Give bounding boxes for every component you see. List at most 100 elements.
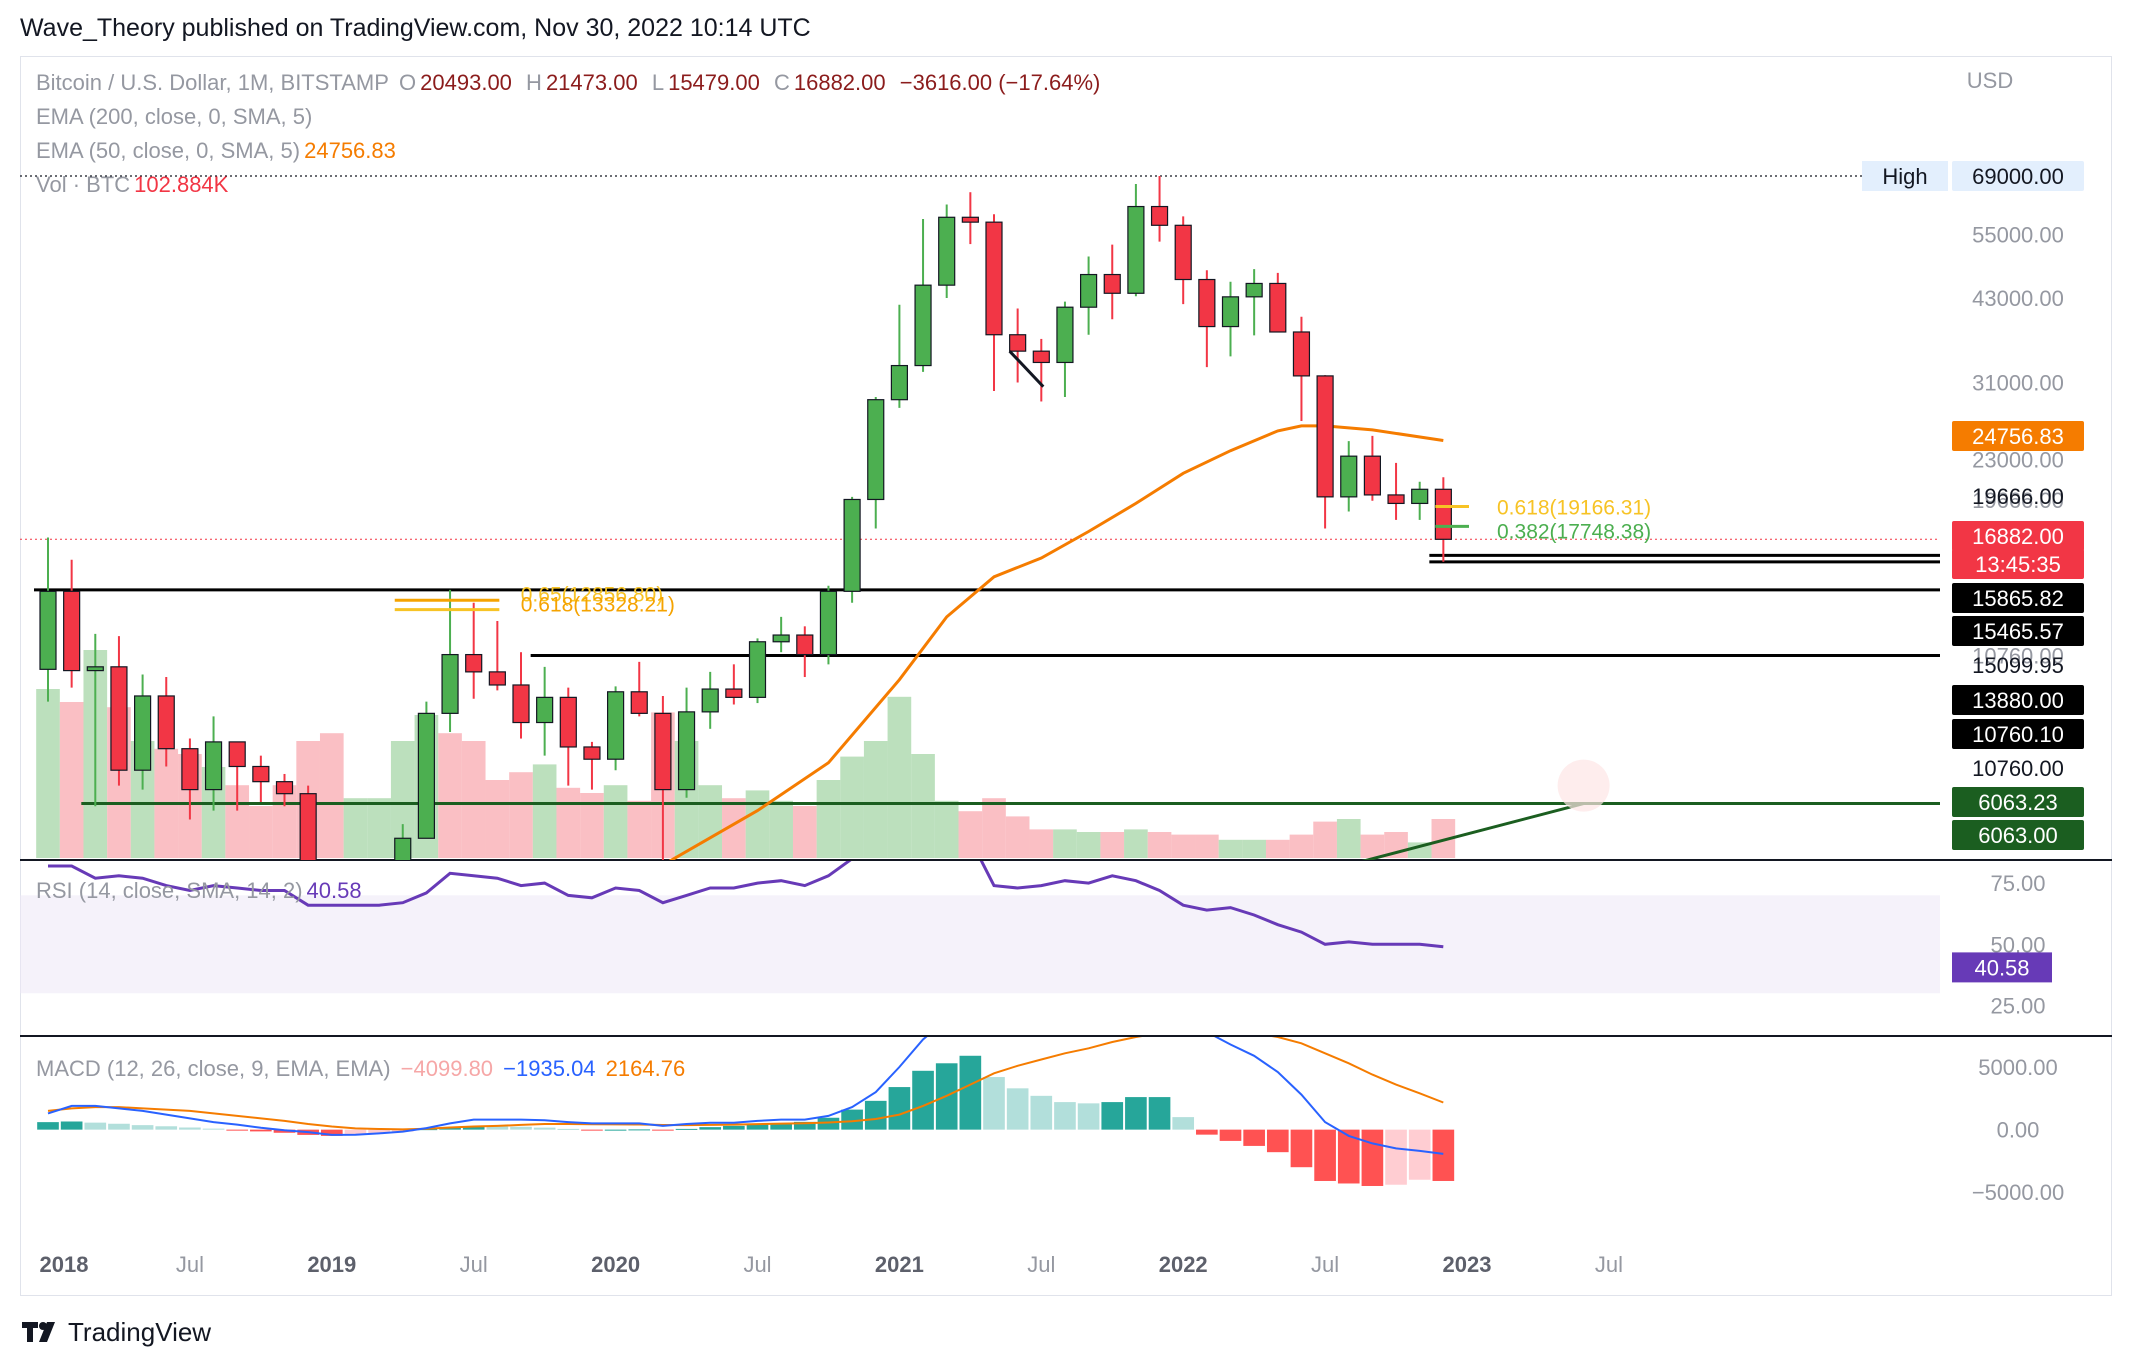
main-legend: Bitcoin / U.S. Dollar, 1M, BITSTAMP O 204… [36, 70, 1104, 96]
volume-bar [59, 702, 84, 858]
fib-level-label: 0.65(12856.80) [521, 584, 663, 607]
candle [1127, 183, 1145, 297]
candle [867, 397, 885, 529]
macd-hist-bar [1030, 1095, 1053, 1130]
candle [39, 537, 57, 702]
macd-hist-bar [368, 1129, 390, 1134]
tradingview-logo-icon[interactable] [20, 1318, 60, 1346]
macd-legend[interactable]: MACD (12, 26, close, 9, EMA, EMA) −4099.… [36, 1056, 686, 1081]
macd-hist-bar [131, 1125, 154, 1130]
ohlc-low: L 15479.00 [651, 70, 760, 95]
macd-signal-line [47, 1037, 1444, 1131]
chart-frame[interactable] [20, 56, 2112, 1296]
price-tag-bg [1952, 820, 2084, 850]
candle [394, 824, 412, 860]
volume-bar [1195, 834, 1219, 858]
candle [157, 677, 175, 767]
macd-hist-bar [723, 1125, 745, 1130]
tradingview-brand[interactable]: TradingView [68, 1316, 212, 1347]
candle-body [1269, 282, 1287, 333]
volume-bar [745, 790, 770, 858]
macd-hist-bar [1337, 1129, 1360, 1184]
candle-body [228, 741, 246, 768]
candle-body [417, 712, 435, 839]
macd-hist-bar [675, 1128, 698, 1130]
candle [228, 741, 246, 811]
macd-hist-bar [179, 1127, 201, 1130]
ema200-legend[interactable]: EMA (200, close, 0, SMA, 5) [36, 104, 313, 129]
volume-bar [603, 785, 628, 858]
price-tag: 19666.00 [1972, 484, 2064, 509]
rsi-band [20, 895, 1940, 994]
candle [1292, 316, 1311, 422]
candle [1150, 176, 1169, 242]
candle [1079, 256, 1098, 335]
rsi-legend[interactable]: RSI (14, close, SMA, 14, 2) 40.58 [36, 878, 362, 903]
rsi-tick-label: 75.00 [1990, 871, 2045, 896]
main-pane: 0.65(12856.80)0.618(13328.21) 0.618(19166… [20, 175, 1940, 860]
price-tick-label: 43000.00 [1972, 286, 2064, 311]
symbol-label[interactable]: Bitcoin / U.S. Dollar, 1M, BITSTAMP [36, 70, 389, 95]
candle-body [1056, 306, 1074, 364]
candle [1245, 269, 1263, 336]
candle-body [890, 364, 909, 401]
candle [1434, 477, 1452, 562]
macd-hist-bar [557, 1128, 580, 1130]
candle-body [1079, 273, 1098, 308]
publisher-text: Wave_Theory published on TradingView.com… [20, 14, 811, 42]
volume-bar [911, 754, 935, 858]
candle-body [39, 590, 57, 670]
price-tag: 6063.23 [1978, 790, 2058, 815]
candle-body [867, 399, 885, 501]
candle-body [204, 741, 223, 791]
candle-body [1387, 494, 1405, 505]
candle [1340, 441, 1358, 512]
volume-bar [1124, 829, 1148, 858]
volume-bar [367, 798, 391, 858]
candle-body [748, 641, 767, 698]
volume-bar [509, 772, 533, 858]
candle [630, 661, 648, 717]
volume-bar [958, 811, 983, 858]
macd-hist-bar [1266, 1129, 1289, 1153]
ema50-legend[interactable]: EMA (50, close, 0, SMA, 5) 24756.83 [36, 138, 396, 163]
macd-hist-bar [652, 1129, 674, 1131]
macd-hist-bar [888, 1087, 911, 1130]
volume-legend[interactable]: Vol · BTC 102.884K [36, 172, 229, 197]
price-tick-label: 31000.00 [1972, 370, 2064, 395]
trendline-marker [1557, 759, 1610, 812]
candle [985, 214, 1003, 391]
candle-body [63, 590, 81, 672]
candle-body [299, 793, 317, 860]
volume-bar [1242, 839, 1266, 858]
price-tick-label: 10760.00 [1972, 644, 2064, 669]
candle-body [441, 653, 459, 714]
candle-body [86, 666, 104, 672]
candle-body [1174, 224, 1192, 281]
currency-label: USD [1967, 68, 2013, 93]
volume-bar [982, 798, 1006, 858]
candle-body [606, 691, 625, 760]
macd-hist-bar [1006, 1088, 1029, 1130]
candle-body [961, 216, 979, 223]
macd-hist-bar [462, 1126, 485, 1130]
volume-bar [1218, 839, 1243, 858]
candle [559, 687, 577, 786]
candle-body [512, 684, 530, 724]
price-tag: 24756.83 [1972, 424, 2064, 449]
candle [654, 695, 672, 860]
macd-hist-bar [983, 1077, 1005, 1130]
high-tag-bg [1862, 161, 1948, 191]
macd-hist-bar [1314, 1129, 1336, 1181]
candle-body [677, 711, 696, 791]
macd-signal-value: 2164.76 [605, 1056, 686, 1081]
price-tag-bg [1952, 421, 2084, 451]
macd-hist-bar [226, 1129, 249, 1131]
fib-level-label: 0.382(17748.38) [1497, 520, 1651, 543]
price-tag: 15865.82 [1972, 586, 2064, 611]
volume-bar [627, 800, 652, 858]
price-tag-bg [1952, 583, 2084, 613]
volume-bar [769, 800, 793, 858]
footer: TradingView [20, 1312, 211, 1352]
